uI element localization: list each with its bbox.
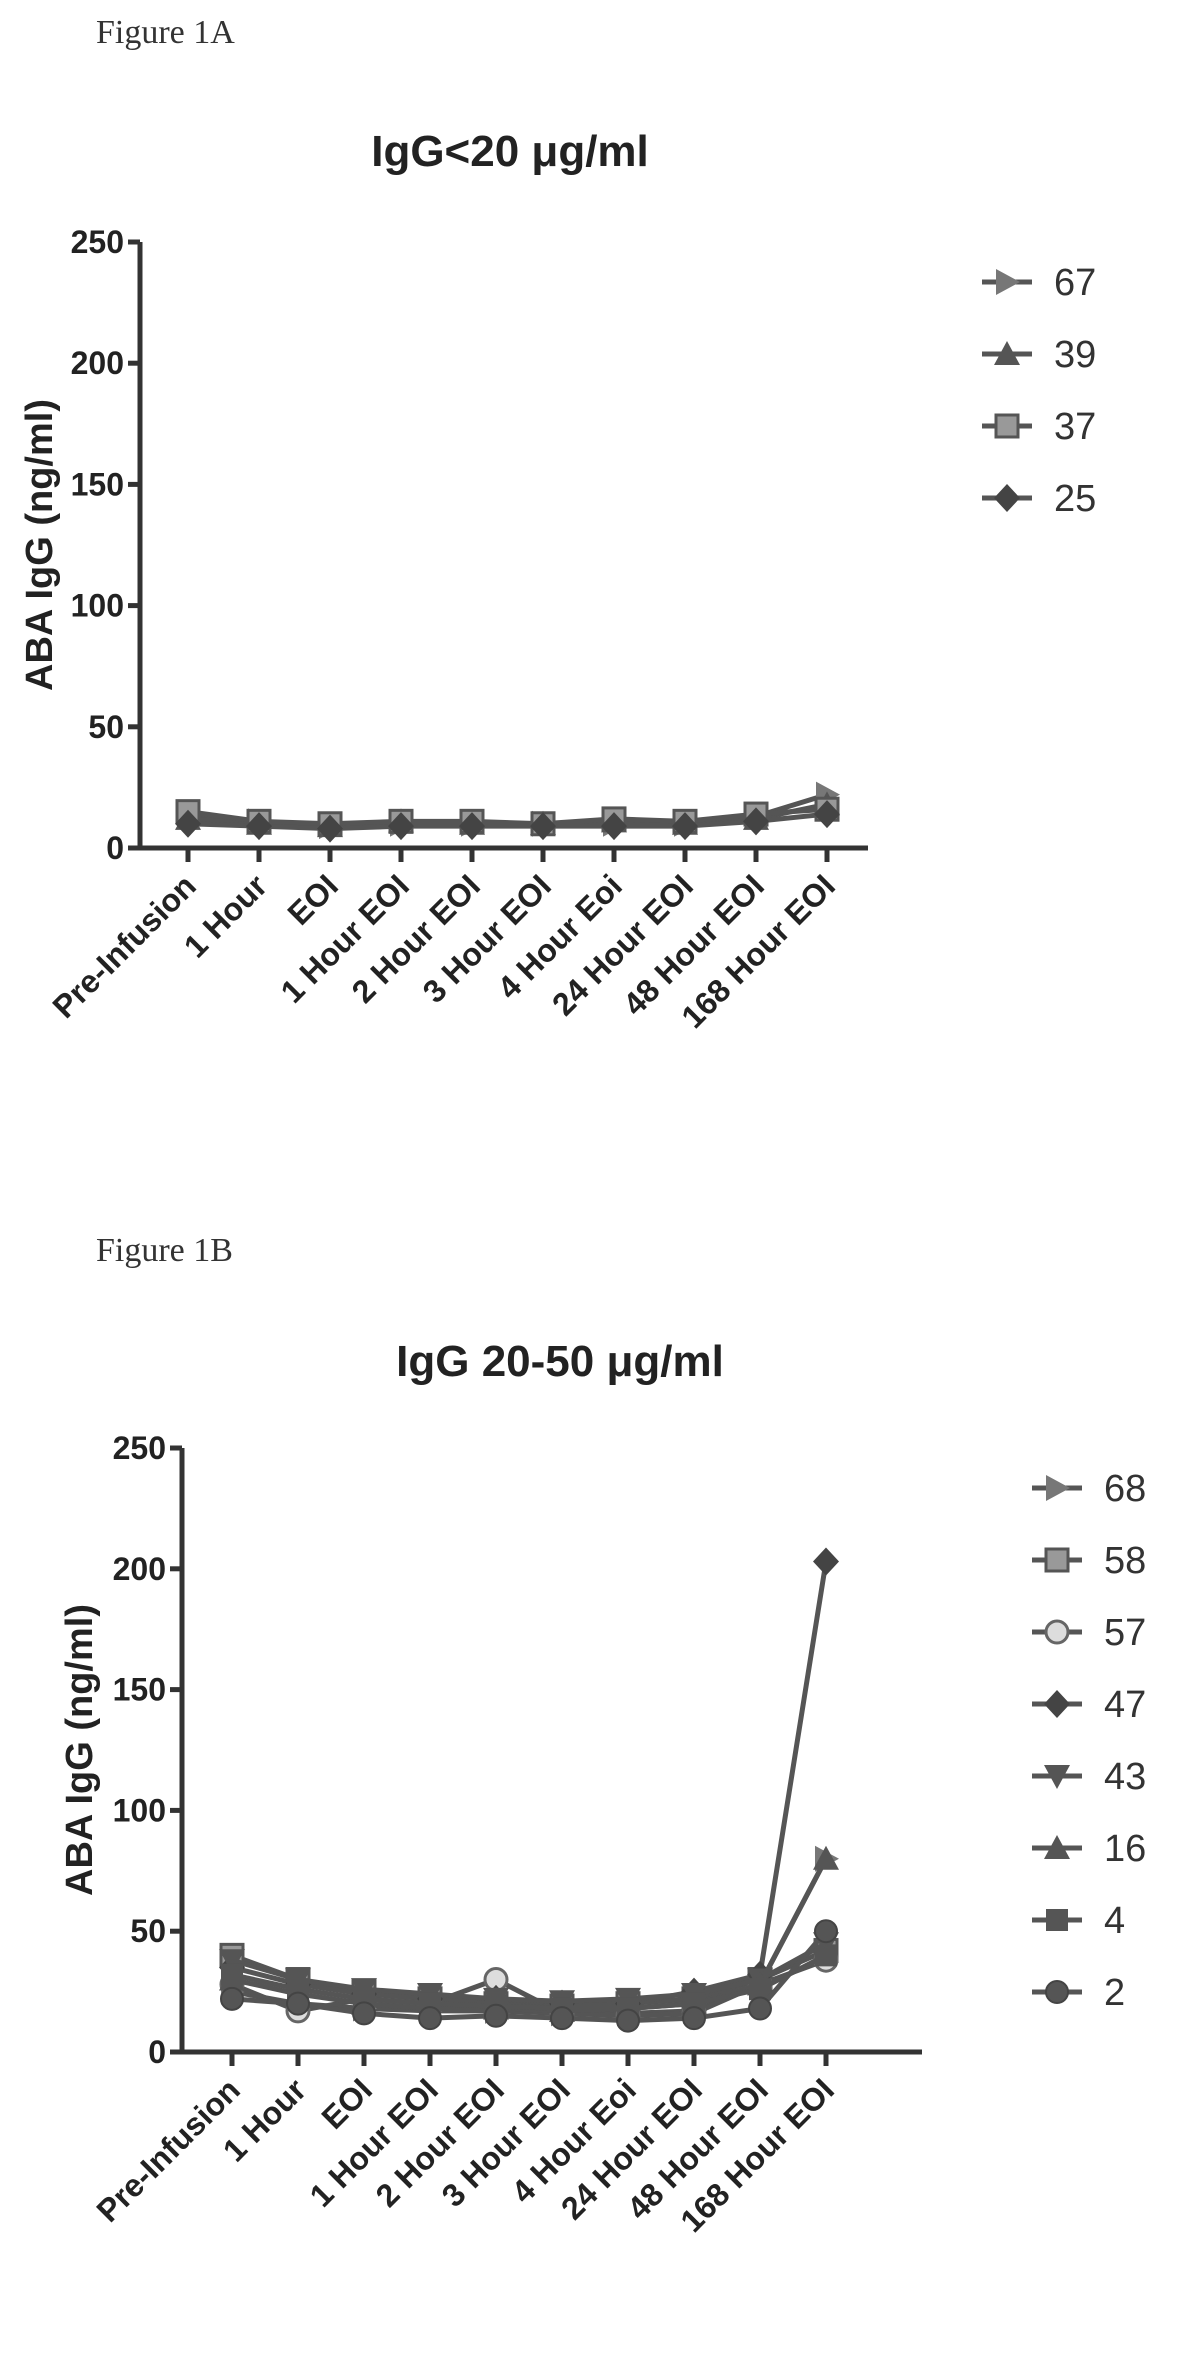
legend-label: 68	[1104, 1468, 1146, 1510]
legend-item: 37	[982, 406, 1096, 448]
legend-item: 47	[1032, 1684, 1146, 1726]
y-tick-label: 250	[71, 224, 124, 260]
legend-item: 25	[982, 478, 1096, 520]
data-point	[616, 2008, 640, 2033]
data-point	[286, 1991, 310, 2016]
series-37	[175, 796, 840, 837]
y-tick-label: 50	[88, 709, 124, 745]
legend-marker	[1044, 1765, 1070, 1789]
legend-item: 67	[982, 262, 1096, 304]
x-tick-label: Pre-Infusion	[45, 867, 202, 1024]
legend-marker	[996, 269, 1020, 295]
figure-1a-label: Figure 1A	[96, 14, 235, 51]
series-line	[187, 806, 828, 827]
legend-marker	[1045, 1980, 1069, 2004]
legend-marker	[1044, 1835, 1070, 1859]
y-tick-label: 100	[113, 1792, 166, 1828]
data-point	[813, 1845, 839, 1870]
legend-item: 16	[1032, 1828, 1146, 1870]
legend-item: 2	[1032, 1972, 1125, 2014]
legend-item: 43	[1032, 1756, 1146, 1798]
data-point	[814, 1919, 838, 1944]
series-line	[231, 1561, 829, 2007]
legend-label: 2	[1104, 1972, 1125, 2014]
data-point	[813, 1547, 839, 1576]
data-point	[175, 809, 201, 838]
y-tick-label: 150	[113, 1672, 166, 1708]
data-point	[317, 814, 343, 843]
legend-marker	[994, 341, 1020, 365]
legend-label: 67	[1054, 262, 1096, 304]
data-point	[246, 812, 272, 841]
data-point	[484, 2003, 508, 2028]
data-point	[749, 1978, 771, 2001]
legend-marker	[1046, 1909, 1068, 1931]
y-tick-label: 200	[113, 1551, 166, 1587]
series-line	[187, 811, 828, 832]
legend-marker	[1044, 1619, 1070, 1645]
series-43	[219, 1932, 839, 2015]
data-point	[219, 1949, 245, 1974]
legend-marker	[994, 413, 1020, 439]
series-line	[231, 1929, 828, 2024]
data-point	[601, 812, 627, 841]
y-tick-label: 50	[130, 1913, 166, 1949]
data-point	[459, 812, 485, 841]
y-tick-label: 0	[148, 2034, 166, 2070]
series-25	[175, 800, 840, 843]
y-tick-label: 250	[113, 1430, 166, 1466]
legend-item: 68	[1032, 1468, 1146, 1510]
legend-marker	[1044, 1547, 1070, 1573]
chart-figure-1b: IgG 20-50 μg/ml ABA IgG (ng/ml) 0 50 100 150 2…	[59, 1337, 1146, 2239]
legend-label: 47	[1104, 1684, 1146, 1726]
data-point	[682, 2006, 706, 2031]
data-point	[530, 812, 556, 841]
legend-label: 4	[1104, 1900, 1125, 1942]
legend-marker	[1044, 1690, 1070, 1718]
data-point	[814, 800, 840, 829]
data-point	[352, 2001, 376, 2026]
series-line	[231, 1953, 828, 2012]
legend-label: 43	[1104, 1756, 1146, 1798]
y-tick-label: 150	[71, 466, 124, 502]
data-point	[743, 807, 769, 836]
y-tick-label: 100	[71, 588, 124, 624]
data-point	[815, 1944, 837, 1967]
legend-marker	[994, 484, 1020, 512]
legend-label: 39	[1054, 334, 1096, 376]
legend-label: 57	[1104, 1612, 1146, 1654]
series-47	[219, 1547, 839, 2018]
y-axis-label: ABA IgG (ng/ml)	[19, 399, 61, 691]
chart-figure-1a: IgG<20 μg/ml ABA IgG (ng/ml) 0 50 100 150 200 2…	[19, 127, 1096, 1035]
legend-item: 57	[1032, 1612, 1146, 1654]
data-point	[220, 1986, 244, 2011]
data-point	[418, 2006, 442, 2031]
y-tick-label: 200	[71, 345, 124, 381]
figure-1b-label: Figure 1B	[96, 1232, 233, 1269]
series-67	[177, 781, 840, 840]
legend-label: 58	[1104, 1540, 1146, 1582]
data-point	[388, 812, 414, 841]
data-point	[748, 1996, 772, 2021]
chart-title: IgG 20-50 μg/ml	[396, 1337, 724, 1386]
legend-marker	[1046, 1475, 1070, 1501]
legend-item: 58	[1032, 1540, 1146, 1582]
y-axis-label: ABA IgG (ng/ml)	[59, 1604, 101, 1896]
chart-title: IgG<20 μg/ml	[371, 127, 649, 176]
legend-item: 39	[982, 334, 1096, 376]
data-point	[221, 1963, 243, 1986]
legend-label: 25	[1054, 478, 1096, 520]
legend-label: 16	[1104, 1828, 1146, 1870]
data-point	[672, 812, 698, 841]
legend-label: 37	[1054, 406, 1096, 448]
legend-item: 4	[1032, 1900, 1125, 1942]
y-tick-label: 0	[106, 830, 124, 866]
data-point	[550, 2006, 574, 2031]
series-line	[231, 1941, 828, 2004]
series-2	[220, 1919, 838, 2033]
